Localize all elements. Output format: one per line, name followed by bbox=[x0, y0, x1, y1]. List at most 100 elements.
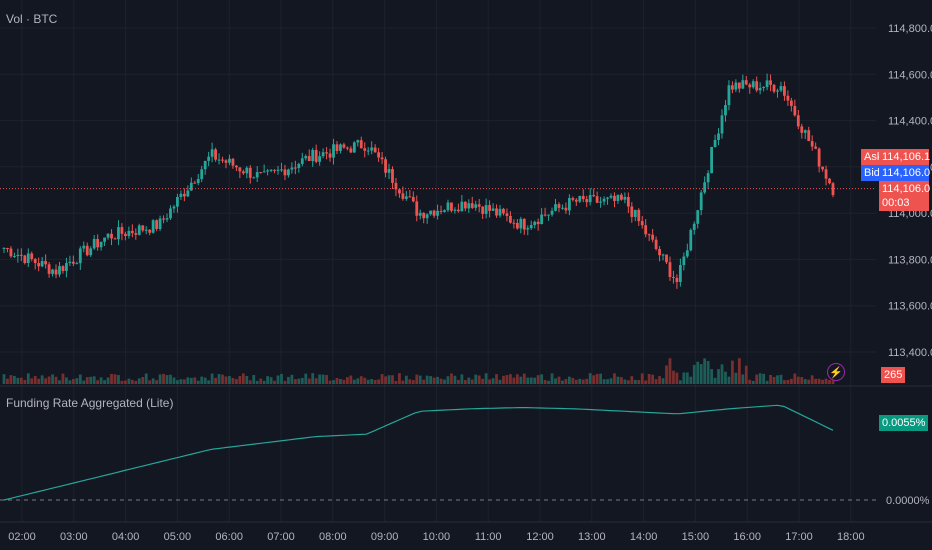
candle-body bbox=[571, 198, 575, 200]
volume-bar bbox=[710, 369, 713, 384]
candle-body bbox=[741, 80, 745, 89]
volume-bar bbox=[75, 378, 79, 384]
time-tick-label: 08:00 bbox=[319, 531, 347, 543]
volume-bar bbox=[26, 373, 30, 384]
candle-body bbox=[640, 221, 644, 226]
candle-body bbox=[779, 86, 783, 91]
funding-tick-label: 0.0000% bbox=[886, 495, 930, 507]
candle-body bbox=[37, 263, 41, 267]
volume-bar bbox=[287, 376, 290, 384]
volume-bar bbox=[668, 358, 672, 384]
candle-body bbox=[137, 225, 141, 235]
volume-bar bbox=[623, 379, 627, 384]
candle-body bbox=[637, 209, 641, 222]
candle-body bbox=[557, 204, 561, 208]
volume-bar bbox=[571, 378, 575, 384]
price-axis[interactable]: 114,800.0114,600.0114,400.0114,200.0114,… bbox=[886, 23, 932, 507]
candle-body bbox=[474, 204, 478, 208]
volume-bar bbox=[58, 380, 61, 384]
volume-bar bbox=[536, 375, 540, 384]
volume-bar bbox=[155, 380, 159, 384]
volume-bar bbox=[706, 361, 710, 384]
volume-bar bbox=[613, 373, 616, 384]
candle-body bbox=[755, 81, 759, 91]
candle-body bbox=[481, 206, 485, 214]
candle-body bbox=[446, 202, 450, 211]
time-tick-label: 04:00 bbox=[112, 531, 140, 543]
volume-bar bbox=[217, 374, 221, 384]
volume-bar bbox=[481, 378, 485, 384]
volume-bar bbox=[783, 380, 786, 384]
time-axis[interactable]: 02:00 03:00 04:00 05:00 06:00 07:00 08:00 09:00… bbox=[8, 531, 864, 543]
volume-bar bbox=[335, 377, 339, 384]
candle-body bbox=[509, 216, 512, 223]
volume-bar bbox=[512, 377, 516, 384]
candle-body bbox=[349, 148, 353, 153]
candle-body bbox=[165, 218, 169, 220]
time-tick-label: 18:00 bbox=[837, 531, 865, 543]
volume-bar bbox=[276, 375, 280, 384]
volume-bar bbox=[9, 375, 13, 384]
volume-bar bbox=[304, 373, 308, 384]
indicator-title[interactable]: Funding Rate Aggregated (Lite) bbox=[6, 396, 174, 410]
candle-body bbox=[626, 196, 630, 207]
volume-bar bbox=[460, 374, 464, 384]
volume-bar bbox=[488, 379, 492, 384]
candle-body bbox=[595, 196, 599, 203]
volume-bar bbox=[193, 377, 197, 384]
volume-bar bbox=[737, 358, 741, 384]
volume-bar bbox=[439, 378, 443, 384]
volume-bar bbox=[796, 376, 800, 384]
volume-bar bbox=[234, 379, 238, 384]
candle-body bbox=[117, 227, 120, 240]
candle-body bbox=[151, 220, 155, 233]
candle-body bbox=[325, 152, 328, 154]
volume-bar bbox=[203, 377, 207, 384]
volume-bar bbox=[661, 378, 665, 384]
candle-body bbox=[484, 205, 488, 214]
volume-bar bbox=[148, 380, 152, 384]
candle-body bbox=[543, 214, 547, 216]
volume-bar bbox=[776, 375, 779, 384]
candle-body bbox=[731, 85, 734, 90]
volume-bar bbox=[685, 372, 689, 384]
candle-body bbox=[654, 239, 658, 249]
volume-bar bbox=[65, 377, 68, 384]
time-tick-label: 09:00 bbox=[371, 531, 399, 543]
volume-bar bbox=[758, 373, 762, 384]
lightning-icon[interactable]: ⚡ bbox=[827, 363, 845, 381]
candle-body bbox=[720, 115, 724, 134]
candle-body bbox=[193, 182, 197, 184]
volume-bar bbox=[106, 377, 110, 384]
candle-body bbox=[762, 87, 766, 89]
volume-bar bbox=[339, 378, 342, 384]
volume-bar bbox=[647, 374, 651, 384]
volume-bar bbox=[37, 378, 41, 384]
volume-bar bbox=[588, 373, 592, 384]
candle-body bbox=[280, 169, 283, 171]
volume-bar bbox=[404, 375, 408, 384]
candle-body bbox=[221, 159, 224, 161]
volume-bar bbox=[522, 373, 526, 384]
candle-body bbox=[248, 167, 252, 178]
candle-body bbox=[689, 229, 693, 251]
volume-bar bbox=[345, 377, 349, 384]
candle-body bbox=[124, 233, 127, 237]
candle-body bbox=[470, 203, 474, 208]
candle-body bbox=[564, 207, 568, 211]
candle-body bbox=[550, 210, 554, 215]
volume-bar bbox=[658, 376, 661, 384]
volume-bar bbox=[13, 375, 16, 384]
volume-bar bbox=[640, 373, 644, 384]
candle-body bbox=[592, 195, 596, 197]
volume-bar bbox=[141, 377, 145, 384]
candle-body bbox=[68, 261, 72, 264]
candle-body bbox=[269, 169, 273, 171]
candle-body bbox=[297, 163, 301, 168]
candle-body bbox=[828, 178, 831, 184]
candle-body bbox=[415, 201, 419, 216]
candle-body bbox=[366, 150, 370, 152]
volume-bar bbox=[814, 378, 818, 384]
